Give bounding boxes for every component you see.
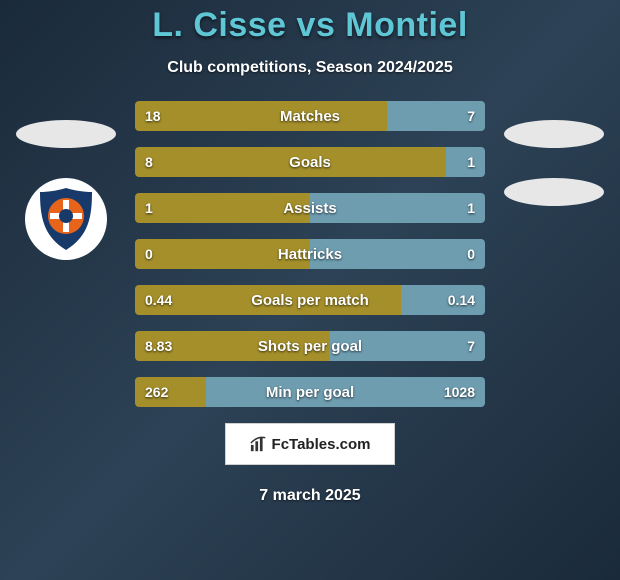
player-silhouette-right [504, 120, 604, 148]
bar-chart-icon [250, 435, 268, 453]
page-title: L. Cisse vs Montiel [0, 6, 620, 45]
bar-left-fill [135, 331, 330, 361]
footer-date: 7 march 2025 [0, 487, 620, 505]
bar-left-fill [135, 193, 310, 223]
left-player-column [11, 120, 121, 260]
bar-right-fill [206, 377, 485, 407]
bar-row: 11Assists [135, 193, 485, 223]
right-player-column [499, 120, 609, 206]
bar-right-fill [401, 285, 485, 315]
bar-left-fill [135, 239, 310, 269]
bar-left-fill [135, 377, 206, 407]
content-root: L. Cisse vs Montiel Club competitions, S… [0, 0, 620, 580]
bar-left-fill [135, 101, 387, 131]
bar-right-fill [330, 331, 485, 361]
bar-row: 2621028Min per goal [135, 377, 485, 407]
fctables-watermark[interactable]: FcTables.com [225, 423, 395, 465]
player-silhouette-left [16, 120, 116, 148]
bar-row: 0.440.14Goals per match [135, 285, 485, 315]
page-subtitle: Club competitions, Season 2024/2025 [0, 59, 620, 77]
team-badge-left [25, 178, 107, 260]
team-badge-right-placeholder [504, 178, 604, 206]
bar-right-fill [446, 147, 485, 177]
bar-left-fill [135, 147, 446, 177]
bar-right-fill [310, 239, 485, 269]
bar-left-fill [135, 285, 401, 315]
bar-row: 81Goals [135, 147, 485, 177]
bar-right-fill [310, 193, 485, 223]
bar-right-fill [387, 101, 485, 131]
bar-row: 187Matches [135, 101, 485, 131]
watermark-text: FcTables.com [272, 436, 371, 453]
comparison-bars: 187Matches 81Goals 11Assists 00Hattricks 0.4… [135, 101, 485, 407]
bar-row: 00Hattricks [135, 239, 485, 269]
shield-icon [37, 186, 95, 252]
bar-row: 8.837Shots per goal [135, 331, 485, 361]
